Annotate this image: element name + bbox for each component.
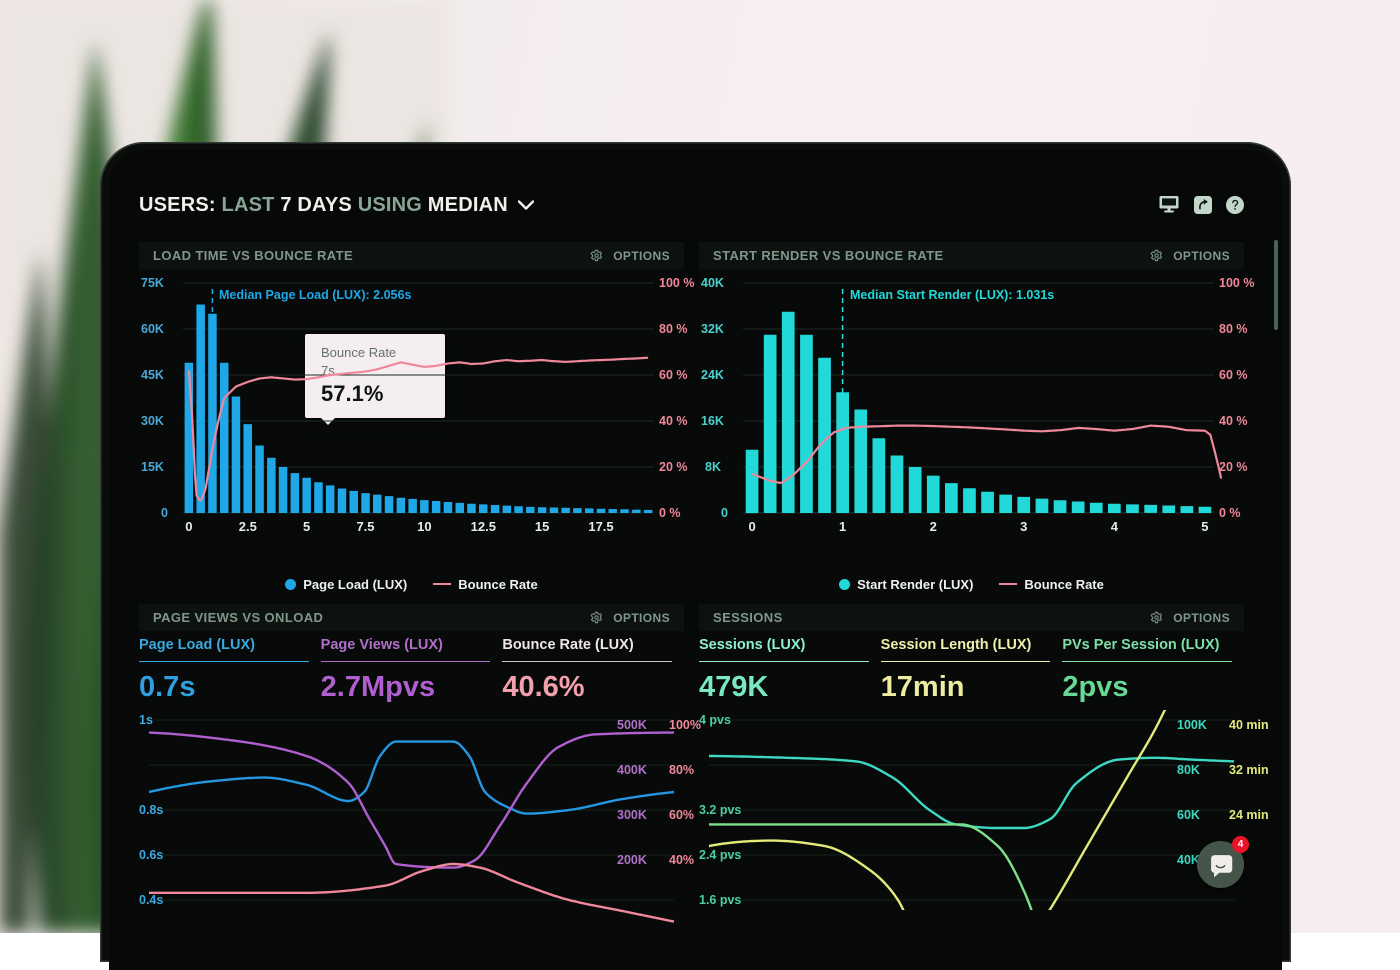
svg-text:Median Page Load (LUX): 2.056s: Median Page Load (LUX): 2.056s bbox=[219, 288, 411, 302]
svg-text:3.2 pvs: 3.2 pvs bbox=[699, 803, 741, 817]
svg-text:60K: 60K bbox=[1177, 808, 1200, 822]
svg-text:0: 0 bbox=[185, 519, 192, 534]
svg-text:40K: 40K bbox=[701, 276, 724, 290]
svg-text:Median Start Render (LUX): 1.0: Median Start Render (LUX): 1.031s bbox=[850, 288, 1054, 302]
svg-text:15K: 15K bbox=[141, 460, 164, 474]
svg-text:75K: 75K bbox=[141, 276, 164, 290]
svg-text:60%: 60% bbox=[669, 808, 694, 822]
svg-text:32 min: 32 min bbox=[1229, 763, 1269, 777]
svg-text:2: 2 bbox=[930, 519, 937, 534]
svg-text:7.5: 7.5 bbox=[356, 519, 374, 534]
svg-text:40 %: 40 % bbox=[659, 414, 688, 428]
svg-text:2.5: 2.5 bbox=[239, 519, 257, 534]
svg-text:1: 1 bbox=[839, 519, 846, 534]
svg-text:24K: 24K bbox=[701, 368, 724, 382]
svg-text:400K: 400K bbox=[617, 763, 647, 777]
svg-text:60 %: 60 % bbox=[659, 368, 688, 382]
svg-text:1.6 pvs: 1.6 pvs bbox=[699, 893, 741, 907]
svg-text:200K: 200K bbox=[617, 853, 647, 867]
svg-text:17.5: 17.5 bbox=[588, 519, 613, 534]
svg-text:12.5: 12.5 bbox=[471, 519, 496, 534]
svg-text:0.8s: 0.8s bbox=[139, 803, 163, 817]
svg-text:20 %: 20 % bbox=[659, 460, 688, 474]
svg-text:5: 5 bbox=[303, 519, 310, 534]
svg-text:80 %: 80 % bbox=[1219, 322, 1248, 336]
svg-text:24 min: 24 min bbox=[1229, 808, 1269, 822]
svg-text:100 %: 100 % bbox=[659, 276, 694, 290]
svg-text:0: 0 bbox=[721, 506, 728, 520]
svg-text:4 pvs: 4 pvs bbox=[699, 713, 731, 727]
svg-text:80 %: 80 % bbox=[659, 322, 688, 336]
svg-text:100 %: 100 % bbox=[1219, 276, 1254, 290]
svg-text:100%: 100% bbox=[669, 718, 701, 732]
svg-text:60 %: 60 % bbox=[1219, 368, 1248, 382]
svg-text:300K: 300K bbox=[617, 808, 647, 822]
svg-text:16K: 16K bbox=[701, 414, 724, 428]
svg-text:4: 4 bbox=[1111, 519, 1119, 534]
svg-text:8K: 8K bbox=[705, 460, 721, 474]
svg-text:0: 0 bbox=[161, 506, 168, 520]
svg-text:0.4s: 0.4s bbox=[139, 893, 163, 907]
svg-text:0: 0 bbox=[748, 519, 755, 534]
svg-text:45K: 45K bbox=[141, 368, 164, 382]
svg-text:20 %: 20 % bbox=[1219, 460, 1248, 474]
svg-text:2.4 pvs: 2.4 pvs bbox=[699, 848, 741, 862]
svg-text:60K: 60K bbox=[141, 322, 164, 336]
svg-text:40%: 40% bbox=[669, 853, 694, 867]
svg-text:3: 3 bbox=[1020, 519, 1027, 534]
svg-text:40 %: 40 % bbox=[1219, 414, 1248, 428]
svg-text:100K: 100K bbox=[1177, 718, 1207, 732]
svg-text:30K: 30K bbox=[141, 414, 164, 428]
svg-text:40 min: 40 min bbox=[1229, 718, 1269, 732]
svg-text:0.6s: 0.6s bbox=[139, 848, 163, 862]
svg-text:0 %: 0 % bbox=[659, 506, 681, 520]
svg-text:5: 5 bbox=[1201, 519, 1208, 534]
svg-text:32K: 32K bbox=[701, 322, 724, 336]
svg-text:1s: 1s bbox=[139, 713, 153, 727]
svg-text:80K: 80K bbox=[1177, 763, 1200, 777]
svg-text:15: 15 bbox=[535, 519, 549, 534]
svg-text:80%: 80% bbox=[669, 763, 694, 777]
svg-text:0 %: 0 % bbox=[1219, 506, 1241, 520]
svg-text:10: 10 bbox=[417, 519, 431, 534]
svg-text:500K: 500K bbox=[617, 718, 647, 732]
